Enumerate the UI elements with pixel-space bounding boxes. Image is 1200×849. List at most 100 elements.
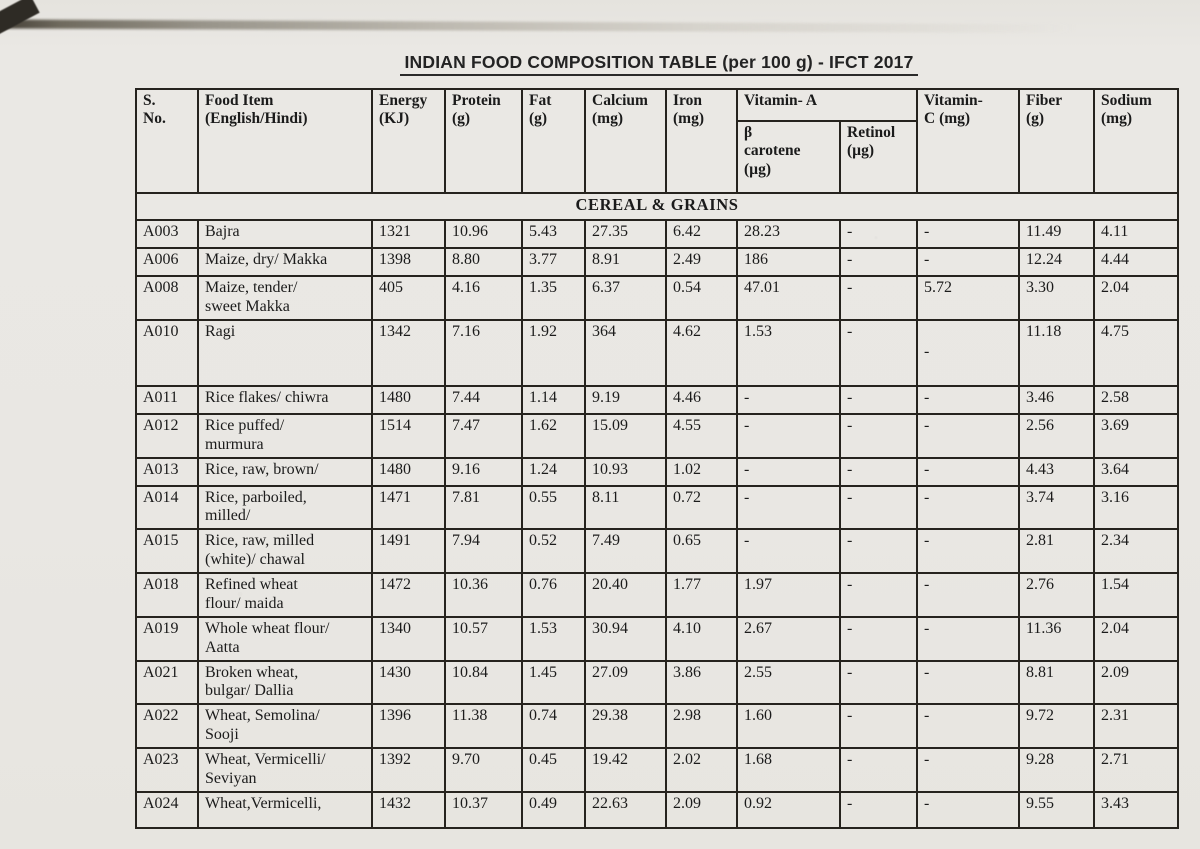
cell-protein: 10.84	[444, 659, 523, 706]
cell-food-item: Whole wheat flour/ Aatta	[197, 615, 373, 662]
col-header-retinol: Retinol (µg)	[839, 120, 918, 194]
cell-fiber: 9.28	[1018, 747, 1095, 793]
cell-beta-carotene: 28.23	[736, 219, 841, 249]
table-body: CEREAL & GRAINS A003 Bajra 1321 10.96 5.…	[135, 192, 1179, 829]
cell-vitamin-c: -	[916, 703, 1020, 749]
cell-fiber: 3.74	[1018, 484, 1095, 531]
cell-fiber: 2.56	[1018, 412, 1095, 459]
col-header-energy: Energy (KJ)	[371, 88, 446, 194]
cell-fat: 1.45	[521, 659, 586, 706]
cell-vitamin-c: -	[916, 456, 1020, 487]
cell-iron: 6.42	[665, 219, 738, 249]
table-row: A018 Refined wheat flour/ maida 1472 10.…	[135, 572, 1179, 618]
cell-sno: A021	[135, 659, 199, 706]
cell-fiber: 2.81	[1018, 528, 1095, 574]
cell-sodium: 2.58	[1093, 384, 1179, 415]
cell-calcium: 7.49	[584, 528, 667, 574]
cell-beta-carotene: 1.97	[736, 572, 841, 618]
table-row: A013 Rice, raw, brown/ 1480 9.16 1.24 10…	[135, 456, 1179, 487]
cell-vitamin-c: 5.72	[916, 275, 1020, 321]
cell-iron: 2.09	[665, 790, 738, 829]
cell-food-item: Wheat,Vermicelli,	[197, 790, 373, 829]
table-row: A021 Broken wheat, bulgar/ Dallia 1430 1…	[135, 659, 1179, 706]
table-row: A003 Bajra 1321 10.96 5.43 27.35 6.42 28…	[135, 219, 1179, 249]
table-row: A024 Wheat,Vermicelli, 1432 10.37 0.49 2…	[135, 790, 1179, 829]
cell-energy: 1340	[371, 615, 446, 662]
cell-sno: A010	[135, 318, 199, 387]
cell-food-item: Bajra	[197, 219, 373, 249]
cell-fiber: 8.81	[1018, 659, 1095, 706]
table-row: A014 Rice, parboiled, milled/ 1471 7.81 …	[135, 484, 1179, 531]
cell-protein: 7.16	[444, 318, 523, 387]
cell-retinol: -	[839, 615, 918, 662]
cell-sodium: 3.69	[1093, 412, 1179, 459]
cell-retinol: -	[839, 412, 918, 459]
cell-sno: A019	[135, 615, 199, 662]
cell-fat: 0.76	[521, 572, 586, 618]
cell-calcium: 29.38	[584, 703, 667, 749]
cell-protein: 9.70	[444, 747, 523, 793]
cell-sodium: 3.64	[1093, 456, 1179, 487]
cell-calcium: 30.94	[584, 615, 667, 662]
cell-energy: 1342	[371, 318, 446, 387]
cell-food-item: Wheat, Vermicelli/ Seviyan	[197, 747, 373, 793]
cell-fiber: 3.46	[1018, 384, 1095, 415]
cell-calcium: 15.09	[584, 412, 667, 459]
cell-energy: 1472	[371, 572, 446, 618]
cell-protein: 10.96	[444, 219, 523, 249]
cell-beta-carotene: -	[736, 456, 841, 487]
cell-iron: 3.86	[665, 659, 738, 706]
cell-iron: 0.65	[665, 528, 738, 574]
cell-sodium: 2.04	[1093, 615, 1179, 662]
cell-retinol: -	[839, 572, 918, 618]
cell-fiber: 11.18	[1018, 318, 1095, 387]
cell-retinol: -	[839, 703, 918, 749]
cell-iron: 2.02	[665, 747, 738, 793]
cell-beta-carotene: -	[736, 412, 841, 459]
cell-beta-carotene: -	[736, 484, 841, 531]
cell-calcium: 10.93	[584, 456, 667, 487]
cell-food-item: Wheat, Semolina/ Sooji	[197, 703, 373, 749]
cell-food-item: Rice, parboiled, milled/	[197, 484, 373, 531]
cell-sno: A012	[135, 412, 199, 459]
table-row: A019 Whole wheat flour/ Aatta 1340 10.57…	[135, 615, 1179, 662]
cell-protein: 7.94	[444, 528, 523, 574]
cell-sno: A003	[135, 219, 199, 249]
cell-iron: 2.98	[665, 703, 738, 749]
cell-calcium: 27.35	[584, 219, 667, 249]
cell-calcium: 8.91	[584, 247, 667, 277]
section-header: CEREAL & GRAINS	[135, 192, 1179, 221]
cell-fat: 0.74	[521, 703, 586, 749]
cell-fat: 0.45	[521, 747, 586, 793]
cell-fiber: 11.49	[1018, 219, 1095, 249]
cell-beta-carotene: 2.67	[736, 615, 841, 662]
cell-food-item: Rice, raw, milled (white)/ chawal	[197, 528, 373, 574]
cell-retinol: -	[839, 528, 918, 574]
cell-fiber: 2.76	[1018, 572, 1095, 618]
cell-sodium: 3.43	[1093, 790, 1179, 829]
cell-sodium: 4.75	[1093, 318, 1179, 387]
cell-energy: 1480	[371, 384, 446, 415]
cell-fat: 1.92	[521, 318, 586, 387]
table-header: S. No. Food Item (English/Hindi) Energy …	[135, 88, 1179, 194]
table-row: A011 Rice flakes/ chiwra 1480 7.44 1.14 …	[135, 384, 1179, 415]
cell-fiber: 9.55	[1018, 790, 1095, 829]
cell-fat: 1.62	[521, 412, 586, 459]
cell-sno: A013	[135, 456, 199, 487]
cell-fat: 3.77	[521, 247, 586, 277]
cell-calcium: 6.37	[584, 275, 667, 321]
cell-food-item: Ragi	[197, 318, 373, 387]
cell-vitamin-c: -	[916, 747, 1020, 793]
cell-energy: 1480	[371, 456, 446, 487]
cell-retinol: -	[839, 790, 918, 829]
cell-fiber: 3.30	[1018, 275, 1095, 321]
cell-protein: 10.37	[444, 790, 523, 829]
cell-sno: A023	[135, 747, 199, 793]
cell-protein: 8.80	[444, 247, 523, 277]
cell-sno: A024	[135, 790, 199, 829]
cell-iron: 0.54	[665, 275, 738, 321]
cell-protein: 9.16	[444, 456, 523, 487]
cell-retinol: -	[839, 456, 918, 487]
table-row: A015 Rice, raw, milled (white)/ chawal 1…	[135, 528, 1179, 574]
